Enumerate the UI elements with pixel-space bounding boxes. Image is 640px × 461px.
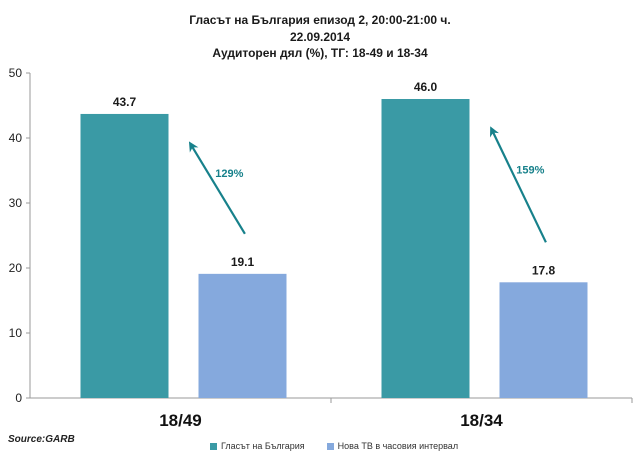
legend: Гласът на България Нова ТВ в часовия инт… [210, 441, 458, 451]
chart-title-line-2: 22.09.2014 [289, 30, 351, 44]
legend-item-series-1: Гласът на България [210, 441, 305, 451]
y-tick-label: 30 [9, 196, 23, 210]
y-tick-label: 10 [9, 326, 23, 340]
growth-arrow [490, 126, 547, 243]
legend-swatch-series-2 [326, 442, 334, 450]
data-label: 46.0 [414, 80, 438, 94]
growth-annotation-label: 159% [516, 165, 544, 177]
legend-item-series-2: Нова ТВ в часовия интервал [326, 441, 459, 451]
legend-label-series-2: Нова ТВ в часовия интервал [337, 441, 459, 451]
bar-2-1 [198, 273, 287, 398]
x-category-label: 18/49 [159, 411, 202, 430]
y-tick-label: 20 [9, 261, 23, 275]
data-label: 19.1 [231, 255, 255, 269]
growth-arrow [188, 141, 246, 235]
bar-2-2 [499, 282, 588, 398]
bar-1-2 [381, 99, 470, 398]
chart-title-line-1: Гласът на България епизод 2, 20:00-21:00… [189, 13, 451, 27]
data-label: 43.7 [113, 95, 137, 109]
data-label: 17.8 [532, 263, 556, 277]
chart-title-line-3: Аудиторен дял (%), ТГ: 18-49 и 18-34 [212, 46, 428, 60]
growth-annotation-label: 129% [215, 168, 243, 180]
source-note: Source:GARB [8, 434, 75, 445]
y-tick-label: 0 [15, 391, 22, 405]
y-tick-label: 40 [9, 131, 23, 145]
bar-1-1 [80, 113, 169, 398]
y-tick-label: 50 [9, 66, 23, 80]
legend-swatch-series-1 [210, 442, 217, 450]
legend-label-series-1: Гласът на България [221, 441, 305, 451]
x-category-label: 18/34 [460, 411, 503, 430]
